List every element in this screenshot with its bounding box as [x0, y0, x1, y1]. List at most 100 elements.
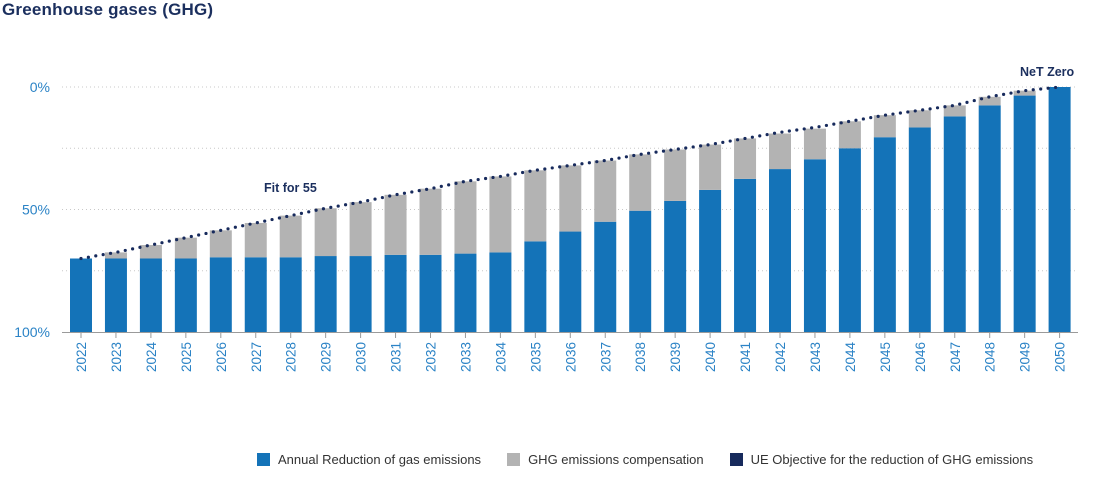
bar-compensation-2047: [943, 105, 966, 117]
bar-reduction-2038: [629, 210, 652, 332]
bar-compensation-2036: [559, 165, 582, 232]
bar-reduction-2022: [70, 258, 92, 332]
bar-compensation-2049: [1013, 90, 1036, 96]
bar-reduction-2033: [454, 253, 477, 332]
y-tick-label: 0%: [30, 79, 50, 95]
legend-label-reduction: Annual Reduction of gas emissions: [278, 452, 482, 467]
x-tick-label-2023: 2023: [109, 342, 124, 372]
x-tick-label-2025: 2025: [179, 342, 194, 372]
bar-compensation-2034: [489, 176, 512, 253]
bar-compensation-2035: [524, 170, 547, 242]
bar-reduction-2044: [838, 148, 861, 332]
bar-compensation-2040: [699, 144, 722, 190]
bar-reduction-2027: [244, 257, 267, 332]
bar-compensation-2029: [314, 208, 337, 257]
bar-reduction-2045: [873, 137, 896, 332]
x-tick-label-2039: 2039: [668, 342, 683, 372]
bar-compensation-2046: [908, 110, 931, 128]
x-tick-label-2027: 2027: [249, 342, 264, 372]
x-tick-label-2031: 2031: [389, 342, 404, 372]
bar-compensation-2033: [454, 181, 477, 254]
bar-compensation-2031: [384, 194, 407, 255]
annotation-net-zero: NeT Zero: [1020, 65, 1075, 79]
legend-item-compensation: GHG emissions compensation: [507, 452, 704, 467]
bar-compensation-2043: [803, 128, 826, 160]
bar-reduction-2028: [279, 257, 302, 332]
chart-title: Greenhouse gases (GHG): [2, 0, 214, 19]
x-tick-label-2034: 2034: [493, 342, 508, 373]
bar-compensation-2023: [104, 252, 127, 259]
bar-reduction-2035: [524, 241, 547, 332]
x-tick-label-2033: 2033: [458, 342, 473, 372]
x-tick-label-2024: 2024: [144, 342, 159, 373]
bar-reduction-2029: [314, 256, 337, 332]
bar-compensation-2042: [769, 133, 791, 170]
bar-reduction-2032: [419, 254, 442, 332]
bar-reduction-2036: [559, 231, 582, 332]
y-axis-ticks: 0% 50% 100%: [14, 79, 50, 340]
bar-compensation-2044: [838, 121, 861, 149]
bar-compensation-2030: [349, 202, 372, 257]
bar-reduction-2037: [594, 221, 617, 332]
x-tick-label-2029: 2029: [319, 342, 334, 372]
chart-area: 0%50%100% 2022 2023 2024 2025 2026 2027 2028 20…: [14, 65, 1078, 372]
x-tick-label-2041: 2041: [738, 342, 753, 372]
x-tick-label-2048: 2048: [983, 342, 998, 372]
bar-reduction-2048: [978, 105, 1001, 332]
x-tick-label-2040: 2040: [703, 342, 718, 372]
bar-compensation-2028: [279, 215, 302, 258]
annotation-fit-for-55: Fit for 55: [264, 181, 317, 195]
x-tick-label-2042: 2042: [773, 342, 788, 372]
x-tick-label-2035: 2035: [528, 342, 543, 372]
bar-compensation-2024: [139, 245, 162, 259]
x-tick-label-2050: 2050: [1053, 342, 1068, 372]
bar-compensation-2032: [419, 188, 442, 255]
x-tick-label-2032: 2032: [424, 342, 439, 372]
bar-reduction-2042: [769, 169, 791, 332]
objective-line: [79, 85, 1062, 261]
bar-compensation-2039: [664, 149, 687, 201]
x-tick-label-2026: 2026: [214, 342, 229, 372]
x-tick-label-2044: 2044: [843, 342, 858, 373]
bar-reduction-2046: [908, 127, 931, 332]
legend-label-objective: UE Objective for the reduction of GHG em…: [750, 452, 1034, 467]
x-tick-label-2036: 2036: [563, 342, 578, 372]
x-axis-ticks: 2022 2023 2024 2025 2026 2027 2028 2029 2030 2031…: [74, 332, 1068, 372]
bar-compensation-2048: [978, 96, 1001, 106]
bar-reduction-2041: [734, 178, 757, 332]
bar-reduction-2050: [1048, 87, 1071, 332]
legend-swatch-reduction: [257, 453, 270, 466]
bar-reduction-2047: [943, 116, 966, 333]
bar-compensation-2027: [244, 222, 267, 258]
bar-reduction-2023: [104, 258, 127, 332]
x-tick-label-2049: 2049: [1018, 342, 1033, 372]
bar-compensation-2026: [209, 230, 232, 258]
bar-reduction-2039: [664, 200, 687, 332]
bar-reduction-2049: [1013, 95, 1036, 332]
bar-compensation-2025: [174, 237, 197, 259]
x-tick-label-2037: 2037: [598, 342, 613, 372]
legend-swatch-compensation: [507, 453, 521, 466]
bar-reduction-2040: [699, 189, 722, 332]
bar-reduction-2031: [384, 254, 407, 332]
y-tick-label: 50%: [22, 202, 50, 218]
bar-compensation-2038: [629, 154, 652, 211]
x-tick-label-2030: 2030: [354, 342, 369, 372]
x-tick-label-2046: 2046: [913, 342, 928, 372]
y-tick-label: 100%: [14, 324, 50, 340]
objective-line-path: [79, 85, 1062, 261]
bar-reduction-2030: [349, 256, 372, 332]
bar-reduction-2026: [209, 257, 232, 332]
x-tick-label-2043: 2043: [808, 342, 823, 372]
bar-compensation-2041: [734, 138, 757, 179]
bar-reduction-2043: [803, 159, 826, 332]
legend-swatch-objective: [729, 453, 743, 466]
legend-item-reduction: Annual Reduction of gas emissions: [257, 452, 481, 467]
legend-label-compensation: GHG emissions compensation: [528, 452, 704, 467]
x-tick-label-2047: 2047: [948, 342, 963, 372]
bar-reduction-2025: [174, 258, 197, 332]
bar-reduction-2024: [139, 258, 162, 332]
bars: [70, 87, 1071, 333]
bar-reduction-2034: [489, 252, 512, 332]
x-tick-label-2028: 2028: [284, 342, 299, 372]
